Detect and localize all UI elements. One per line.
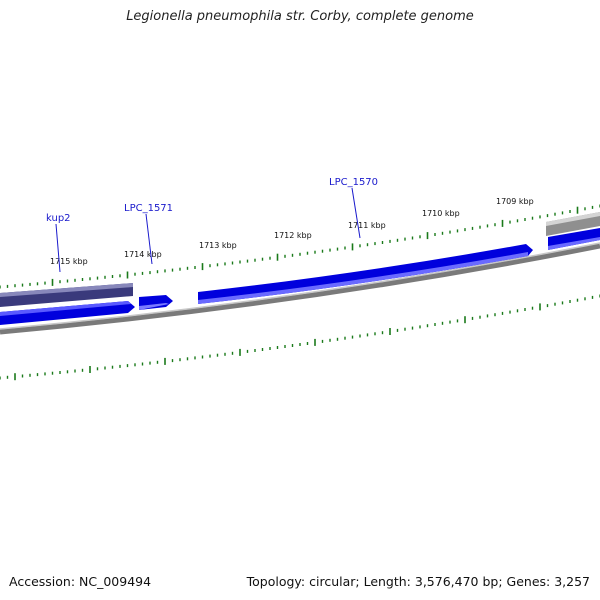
- backbone-ring: [0, 243, 600, 335]
- outer-tick-ring: [0, 204, 600, 289]
- gene-right-edge-arrow-highlight: [548, 237, 600, 250]
- scale-label: 1711 kbp: [348, 221, 386, 230]
- gene-kup2-arrow: [0, 301, 135, 325]
- gene-label-kup2[interactable]: kup2: [46, 213, 71, 273]
- gene-LPC-1571-arrow-highlight: [139, 303, 169, 310]
- scale-label: 1715 kbp: [50, 257, 88, 266]
- scale-label: 1714 kbp: [124, 250, 162, 259]
- gene-kup2-arrow-highlight: [0, 301, 131, 316]
- gene-label-LPC-1571[interactable]: LPC_1571: [124, 203, 173, 265]
- gene-LPC-1570-arrow: [198, 244, 533, 304]
- gene-label-text[interactable]: LPC_1570: [329, 177, 378, 188]
- scale-label: 1713 kbp: [199, 241, 237, 250]
- reverse-gene-feature-highlight: [546, 212, 600, 226]
- kup2-region-feature-highlight: [0, 283, 133, 297]
- scale-label: 1709 kbp: [496, 197, 534, 206]
- scale-label: 1712 kbp: [274, 231, 312, 240]
- leader-line: [55, 223, 61, 273]
- gene-label-LPC-1570[interactable]: LPC_1570: [329, 177, 378, 239]
- leader-line: [351, 187, 361, 239]
- scale-label: 1710 kbp: [422, 209, 460, 218]
- leader-line: [145, 213, 153, 265]
- scale-labels: 1715 kbp 1714 kbp 1713 kbp 1712 kbp 1711…: [50, 197, 534, 266]
- accession-text: Accession: NC_009494: [9, 574, 152, 589]
- gene-label-text[interactable]: LPC_1571: [124, 203, 173, 214]
- topology-text: Topology: circular; Length: 3,576,470 bp…: [246, 574, 590, 589]
- inner-tick-ring: [0, 294, 600, 381]
- gene-label-text[interactable]: kup2: [46, 213, 71, 224]
- map-title: Legionella pneumophila str. Corby, compl…: [126, 9, 474, 24]
- backbone-ring-highlight: [0, 242, 600, 330]
- gene-LPC-1570-arrow-highlight: [198, 252, 528, 304]
